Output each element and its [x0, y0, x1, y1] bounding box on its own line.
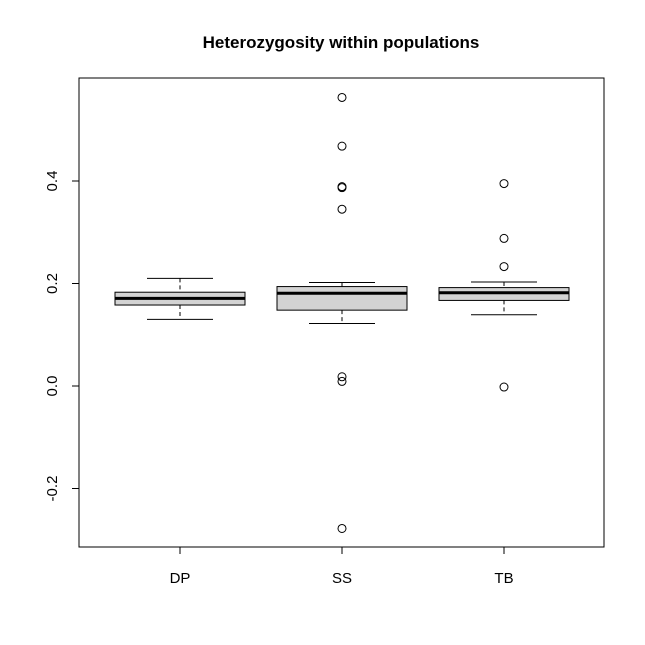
y-tick-label: 0.0 [44, 376, 61, 397]
x-axis: DP SS TB [170, 546, 514, 587]
boxes [114, 92, 570, 533]
outlier-point [337, 372, 347, 382]
x-tick-label: SS [332, 570, 352, 587]
outlier-point [337, 376, 347, 386]
outlier-point [337, 183, 347, 193]
y-tick-label: 0.4 [44, 171, 61, 192]
outlier-point [337, 92, 347, 102]
x-tick-label: TB [494, 570, 513, 587]
outlier-point [337, 204, 347, 214]
y-axis: -0.2 0.0 0.2 0.4 [44, 171, 80, 502]
outlier-point [337, 523, 347, 533]
y-tick-label: 0.2 [44, 273, 61, 294]
x-tick-label: DP [170, 570, 191, 587]
y-tick-label: -0.2 [44, 476, 61, 502]
outlier-point [499, 179, 509, 189]
box-tb [438, 179, 570, 392]
outlier-point [337, 141, 347, 151]
outlier-point [499, 382, 509, 392]
outlier-point [499, 233, 509, 243]
box-dp [114, 277, 246, 320]
outlier-point [499, 262, 509, 272]
chart-title: Heterozygosity within populations [203, 33, 480, 52]
iqr-box [276, 286, 408, 311]
box-ss [276, 92, 408, 533]
